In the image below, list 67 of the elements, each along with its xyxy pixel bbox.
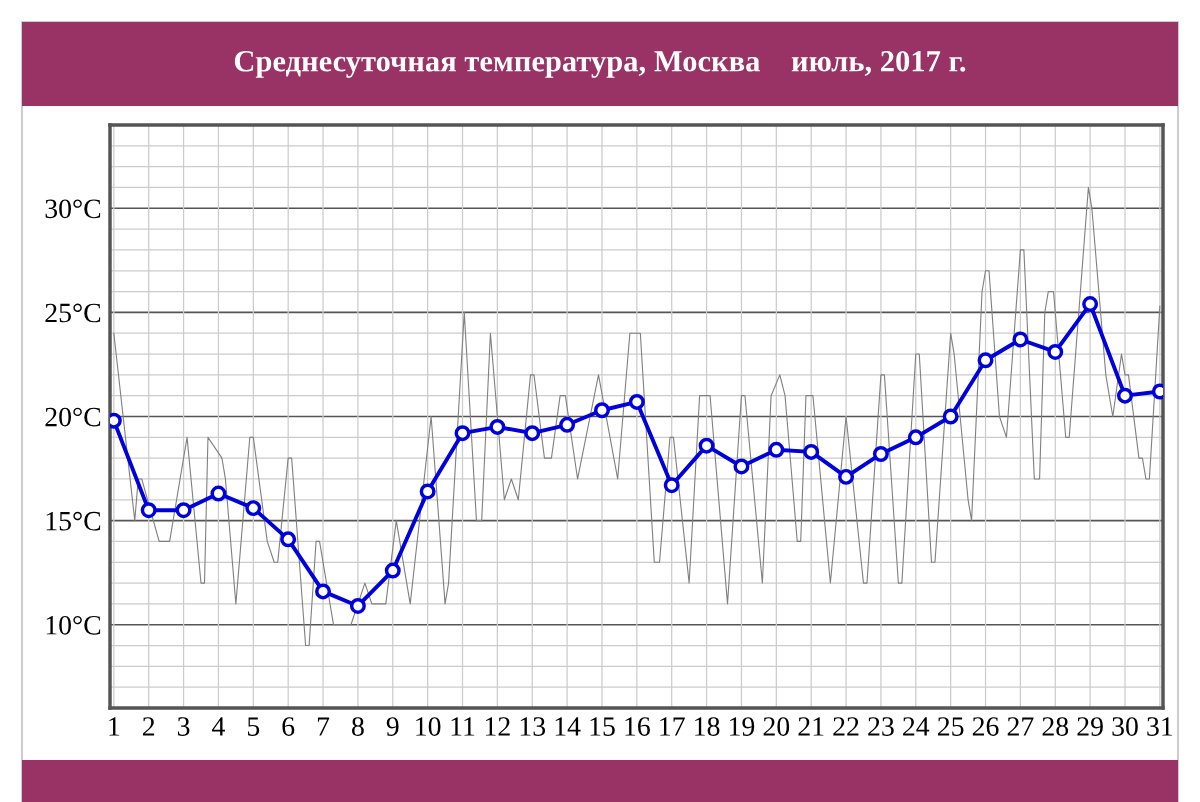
point: [1117, 387, 1133, 404]
y-tick-label: 20°C: [45, 407, 101, 427]
x-tick-label: 17: [660, 717, 685, 736]
point: [175, 502, 192, 519]
point: [838, 468, 855, 485]
point: [245, 500, 262, 517]
x-tick-label: 26: [972, 717, 999, 736]
point: [454, 425, 471, 442]
x-tick-label: 29: [1077, 717, 1103, 736]
line-series: [113, 186, 1161, 647]
point: [280, 531, 297, 548]
x-tick-label: 10: [416, 717, 441, 736]
x-tick-label: 13: [520, 717, 546, 736]
x-tick-label: 24: [903, 717, 930, 736]
x-tick-label: 14: [555, 717, 581, 736]
x-tick-label: 23: [868, 717, 894, 736]
point: [140, 502, 157, 519]
point: [733, 458, 750, 475]
x-tick-label: 6: [282, 717, 295, 736]
x-tick-label: 8: [352, 717, 364, 736]
x-tick-label: 27: [1007, 717, 1034, 736]
chart-title: Среднесуточная температура, Москва июль, 2017 г.: [234, 50, 966, 78]
point: [698, 437, 715, 454]
point: [1047, 343, 1064, 360]
point: [1012, 331, 1029, 348]
x-tick-label: 20: [763, 717, 790, 736]
x-tick-label: 3: [177, 717, 190, 736]
x-tick-label: 15: [590, 717, 615, 736]
point: [349, 597, 366, 614]
point: [803, 443, 820, 460]
point: [663, 477, 680, 494]
x-tick-label: 1: [109, 717, 120, 736]
x-tick-label: 11: [451, 717, 475, 736]
y-tick-label: 10°C: [46, 615, 101, 635]
x-tick-label: 28: [1042, 717, 1069, 736]
x-tick-label: 9: [386, 717, 399, 736]
x-tick-label: 19: [730, 717, 755, 736]
x-tick-label: 30: [1112, 717, 1138, 736]
y-tick-label: 30°C: [45, 199, 101, 219]
point: [524, 425, 541, 442]
x-tick-label: 25: [937, 717, 964, 736]
point: [872, 445, 889, 462]
point: [1082, 296, 1099, 313]
y-tick-label: 25°C: [45, 303, 101, 323]
point: [419, 483, 436, 500]
x-tick-label: 5: [247, 717, 260, 736]
x-tick-label: 21: [798, 717, 824, 736]
x-tick-label: 7: [317, 717, 330, 736]
point: [210, 485, 227, 502]
x-tick-label: 18: [695, 717, 720, 736]
point: [942, 408, 959, 425]
y-tick-label: 15°C: [46, 511, 101, 531]
x-tick-label: 22: [833, 717, 859, 736]
point: [593, 402, 610, 419]
x-tick-label: 2: [142, 717, 155, 736]
point: [768, 441, 785, 458]
point: [384, 562, 401, 579]
point: [489, 418, 506, 435]
point: [559, 416, 576, 433]
point: [907, 429, 924, 446]
x-tick-label: 31: [1147, 717, 1173, 736]
x-tick-label: 16: [625, 717, 650, 736]
point: [315, 583, 332, 600]
x-tick-label: 4: [212, 717, 225, 736]
x-tick-label: 12: [485, 717, 510, 736]
point: [977, 352, 994, 369]
point: [628, 393, 645, 410]
